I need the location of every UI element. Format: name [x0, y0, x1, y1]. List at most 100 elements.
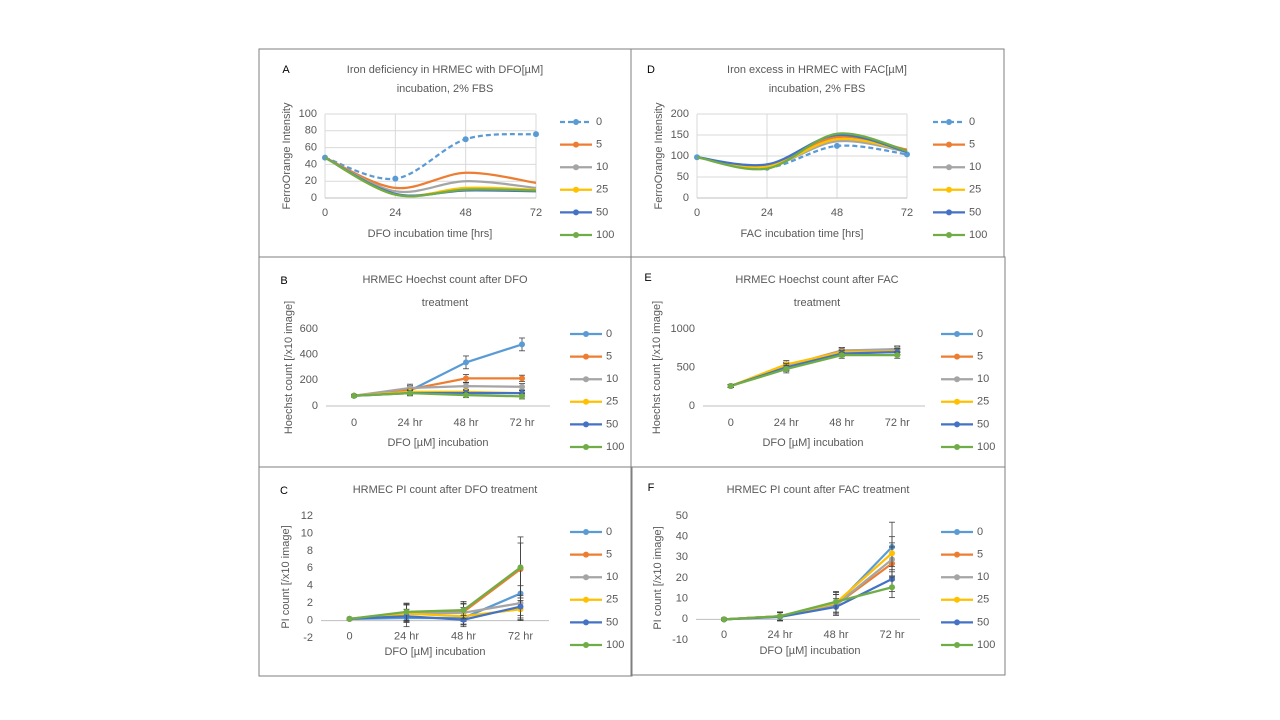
- legend-label: 50: [977, 418, 989, 430]
- series-line: [324, 133, 537, 181]
- x-tick-label: 72 hr: [879, 629, 904, 641]
- legend-label: 100: [606, 639, 624, 651]
- legend-label: 0: [596, 116, 602, 128]
- y-axis-label: FerroOrange Intensity: [281, 102, 293, 209]
- panel-border: [258, 256, 632, 468]
- x-tick-label: 0: [322, 207, 328, 219]
- y-tick-label: 20: [305, 175, 317, 187]
- x-tick-label: 24 hr: [767, 629, 792, 641]
- data-point: [460, 616, 467, 623]
- y-tick-label: 50: [676, 510, 688, 522]
- legend-label: 10: [969, 161, 981, 173]
- y-tick-label: 200: [300, 374, 318, 386]
- series-line: [353, 392, 523, 398]
- legend-marker: [573, 119, 579, 125]
- y-tick-label: 40: [305, 158, 317, 170]
- legend-label: 5: [969, 139, 975, 151]
- legend-label: 25: [606, 594, 618, 606]
- x-tick-label: 0: [694, 207, 700, 219]
- data-point: [463, 375, 469, 382]
- y-tick-label: 8: [307, 545, 313, 557]
- data-point: [462, 136, 469, 143]
- data-point: [403, 608, 410, 615]
- chart-title: treatment: [794, 297, 840, 309]
- chart-title: HRMEC Hoechst count after FAC: [735, 274, 898, 286]
- series-line: [324, 156, 537, 194]
- legend-label: 5: [977, 549, 983, 561]
- series-line: [696, 144, 908, 170]
- x-tick-label: 48: [831, 207, 843, 219]
- y-axis-label: FerroOrange Intensity: [653, 102, 665, 209]
- legend-marker: [583, 398, 589, 405]
- legend-label: 0: [977, 328, 983, 340]
- legend-marker: [573, 141, 579, 148]
- x-tick-label: 24: [389, 207, 401, 219]
- x-tick-label: 72 hr: [885, 417, 910, 429]
- data-point: [460, 607, 467, 614]
- legend-marker: [954, 642, 960, 648]
- legend-marker: [954, 619, 960, 626]
- y-tick-label: 200: [671, 108, 689, 120]
- legend-marker: [954, 444, 960, 450]
- x-tick-label: 72 hr: [509, 417, 534, 429]
- series-line: [723, 586, 893, 621]
- series-line: [730, 350, 898, 388]
- legend-marker: [954, 596, 960, 603]
- x-axis-label: DFO [µM] incubation: [759, 645, 860, 657]
- legend-marker: [946, 232, 952, 238]
- y-tick-label: 0: [307, 614, 313, 626]
- data-point: [519, 341, 525, 348]
- panel-border: [630, 466, 1006, 676]
- legend-marker: [954, 421, 960, 428]
- data-point: [834, 142, 840, 149]
- panel-border: [258, 466, 633, 677]
- legend-label: 0: [969, 116, 975, 128]
- legend-marker: [954, 376, 960, 383]
- legend-label: 5: [606, 351, 612, 363]
- y-axis-label: PI count [/x10 image]: [280, 525, 292, 628]
- data-point: [463, 383, 469, 390]
- legend-label: 25: [977, 594, 989, 606]
- legend-marker: [946, 164, 952, 171]
- legend-label: 100: [977, 639, 995, 651]
- data-point: [519, 383, 525, 390]
- x-tick-label: 24 hr: [397, 417, 422, 429]
- y-tick-label: -2: [303, 632, 313, 644]
- x-tick-label: 48: [460, 207, 472, 219]
- legend-marker: [583, 529, 589, 535]
- panel-letter: D: [647, 64, 655, 76]
- series-line: [349, 605, 521, 621]
- legend-marker: [583, 596, 589, 603]
- y-tick-label: -10: [672, 634, 688, 646]
- y-tick-label: 0: [311, 192, 317, 204]
- y-tick-label: 40: [676, 531, 688, 543]
- legend-marker: [946, 209, 952, 216]
- y-tick-label: 0: [682, 613, 688, 625]
- legend-label: 25: [969, 184, 981, 196]
- y-tick-label: 4: [307, 580, 313, 592]
- x-tick-label: 0: [351, 417, 357, 429]
- x-axis-label: DFO incubation time [hrs]: [368, 228, 493, 240]
- x-tick-label: 48 hr: [453, 417, 478, 429]
- data-point: [889, 550, 895, 557]
- legend-marker: [946, 186, 952, 193]
- y-tick-label: 0: [683, 192, 689, 204]
- y-tick-label: 10: [676, 593, 688, 605]
- panel-letter: E: [644, 272, 651, 284]
- chart-title: HRMEC Hoechst count after DFO: [362, 274, 527, 286]
- legend-label: 25: [596, 184, 608, 196]
- legend-marker: [583, 619, 589, 626]
- data-point: [777, 613, 783, 620]
- legend-label: 50: [977, 616, 989, 628]
- x-tick-label: 48 hr: [823, 629, 848, 641]
- data-point: [838, 352, 845, 359]
- legend-marker: [954, 331, 960, 337]
- y-tick-label: 50: [677, 171, 689, 183]
- series-line: [723, 578, 893, 621]
- data-point: [783, 366, 790, 373]
- data-point: [517, 564, 524, 571]
- legend-marker: [573, 164, 579, 171]
- series-line: [353, 384, 523, 397]
- legend-label: 5: [596, 139, 602, 151]
- data-point: [407, 390, 413, 397]
